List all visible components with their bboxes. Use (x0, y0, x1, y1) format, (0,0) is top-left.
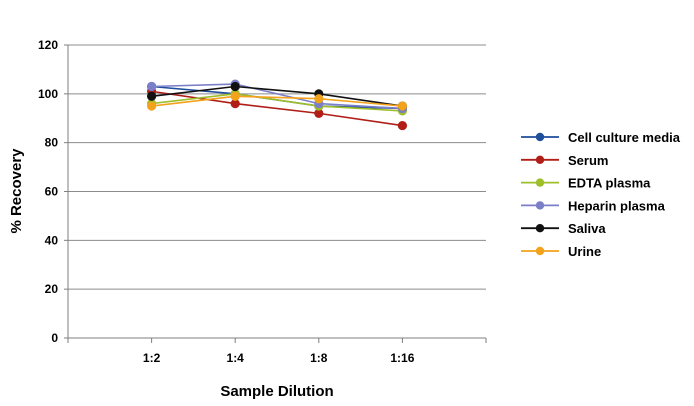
y-tick-label: 40 (45, 233, 59, 247)
legend-item: Heparin plasma (521, 198, 666, 213)
series-line (151, 93, 403, 112)
legend-item: Saliva (521, 221, 606, 236)
legend-label: Heparin plasma (568, 198, 666, 213)
legend-marker (535, 132, 545, 142)
data-point (147, 101, 157, 111)
y-tick-label: 0 (51, 331, 58, 345)
x-tick-label: 1:4 (227, 351, 245, 365)
series-line (151, 95, 403, 107)
legend-item: Cell culture media (521, 130, 681, 145)
y-tick-label: 60 (45, 185, 59, 199)
legend-item: Serum (521, 153, 608, 168)
legend-label: Saliva (568, 221, 606, 236)
axes (64, 44, 487, 343)
y-tick-labels: 0 20 40 60 80 100 120 (38, 38, 58, 345)
legend-marker (535, 224, 545, 233)
x-axis-title: Sample Dilution (220, 383, 333, 400)
x-tick-label: 1:16 (390, 351, 414, 365)
legend-label: Urine (568, 244, 601, 259)
legend-label: EDTA plasma (568, 176, 651, 191)
legend-marker (535, 155, 545, 164)
x-tick-label: 1:8 (310, 351, 328, 365)
legend-marker (535, 178, 545, 187)
x-tick-label: 1:2 (143, 351, 161, 365)
legend-label: Cell culture media (568, 130, 681, 145)
series-5 (147, 91, 407, 111)
legend-label: Serum (568, 153, 608, 168)
legend-item: Urine (521, 244, 601, 259)
data-point (397, 101, 407, 111)
legend-marker (535, 201, 545, 210)
y-tick-label: 100 (38, 87, 58, 101)
data-point (397, 120, 407, 131)
legend-item: EDTA plasma (521, 176, 651, 191)
y-tick-label: 80 (45, 136, 59, 150)
data-point (230, 81, 240, 92)
gridlines (68, 44, 486, 290)
legend-marker (535, 246, 545, 256)
data-point (147, 91, 157, 101)
y-axis-title: % Recovery (8, 148, 25, 234)
series-line (151, 90, 403, 127)
data-point (230, 91, 240, 101)
data-point (147, 81, 157, 92)
series-group (147, 79, 407, 131)
legend: Cell culture media Serum EDTA plasma Hepari… (521, 130, 681, 259)
x-tick-labels: 1:2 1:4 1:8 1:16 (143, 351, 415, 365)
series-line (151, 85, 403, 107)
y-tick-label: 20 (45, 282, 59, 296)
data-point (314, 94, 324, 104)
y-tick-label: 120 (38, 38, 58, 52)
series-line (151, 83, 403, 110)
